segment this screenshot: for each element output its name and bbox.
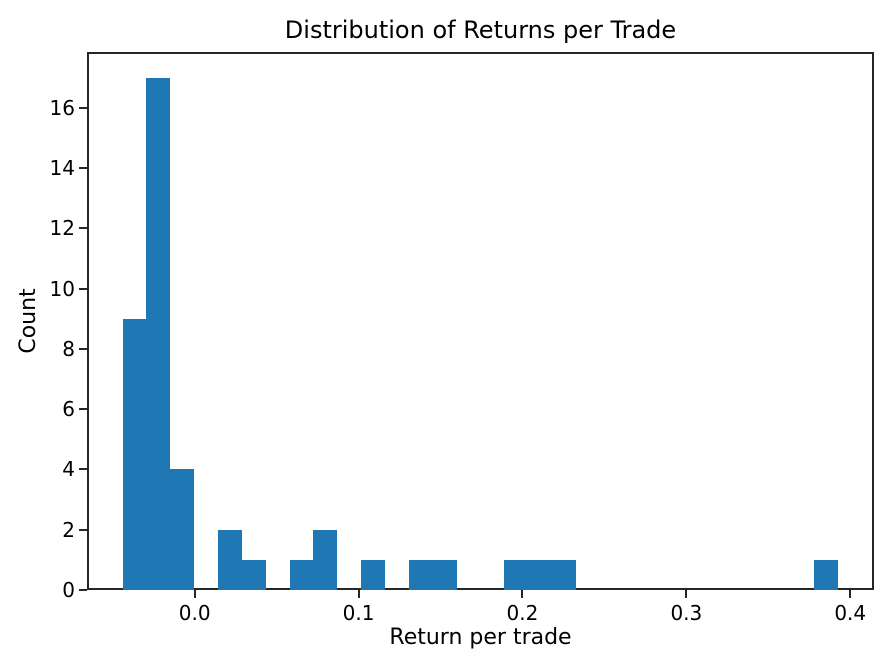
histogram-bar xyxy=(146,77,171,590)
x-tick-label: 0.2 xyxy=(506,601,539,625)
y-tick-mark xyxy=(79,227,87,230)
x-tick-mark xyxy=(849,590,852,598)
histogram-bar xyxy=(814,559,839,590)
histogram-bar xyxy=(528,559,553,590)
histogram-bar xyxy=(242,559,266,590)
y-tick-mark xyxy=(79,106,87,109)
y-tick-mark xyxy=(79,468,87,471)
x-axis-label: Return per trade xyxy=(389,625,572,650)
histogram-bar xyxy=(122,318,147,590)
histogram-bar xyxy=(218,529,243,590)
x-tick-label: 0.1 xyxy=(342,601,375,625)
histogram-bar xyxy=(552,559,576,590)
y-tick-label: 16 xyxy=(49,95,75,120)
histogram-bar xyxy=(432,559,457,590)
y-tick-label: 2 xyxy=(62,517,75,542)
y-tick-mark xyxy=(79,528,87,531)
y-tick-label: 8 xyxy=(62,336,75,361)
y-tick-mark xyxy=(79,287,87,290)
y-tick-mark xyxy=(79,589,87,591)
histogram-bar xyxy=(361,559,386,590)
x-tick-label: 0.3 xyxy=(670,601,703,625)
x-tick-label: 0.0 xyxy=(178,601,211,625)
histogram-bar xyxy=(408,559,433,590)
y-tick-label: 14 xyxy=(49,156,75,181)
x-tick-mark xyxy=(521,590,524,598)
x-tick-mark xyxy=(193,590,196,598)
y-tick-mark xyxy=(79,408,87,411)
histogram-bar xyxy=(170,469,195,590)
y-tick-label: 0 xyxy=(62,578,75,602)
histogram-bar xyxy=(504,559,529,590)
y-tick-label: 10 xyxy=(49,276,75,301)
y-axis-label: Count xyxy=(16,288,41,354)
y-tick-mark xyxy=(79,347,87,350)
x-tick-mark xyxy=(357,590,360,598)
y-tick-mark xyxy=(79,167,87,170)
y-tick-label: 4 xyxy=(62,457,75,482)
x-tick-mark xyxy=(685,590,688,598)
histogram-bar xyxy=(313,529,338,590)
y-tick-label: 6 xyxy=(62,397,75,422)
x-tick-label: 0.4 xyxy=(834,601,867,625)
chart-title: Distribution of Returns per Trade xyxy=(284,16,677,44)
histogram-bar xyxy=(289,559,314,590)
plot-area xyxy=(87,52,874,590)
y-tick-label: 12 xyxy=(49,216,75,241)
